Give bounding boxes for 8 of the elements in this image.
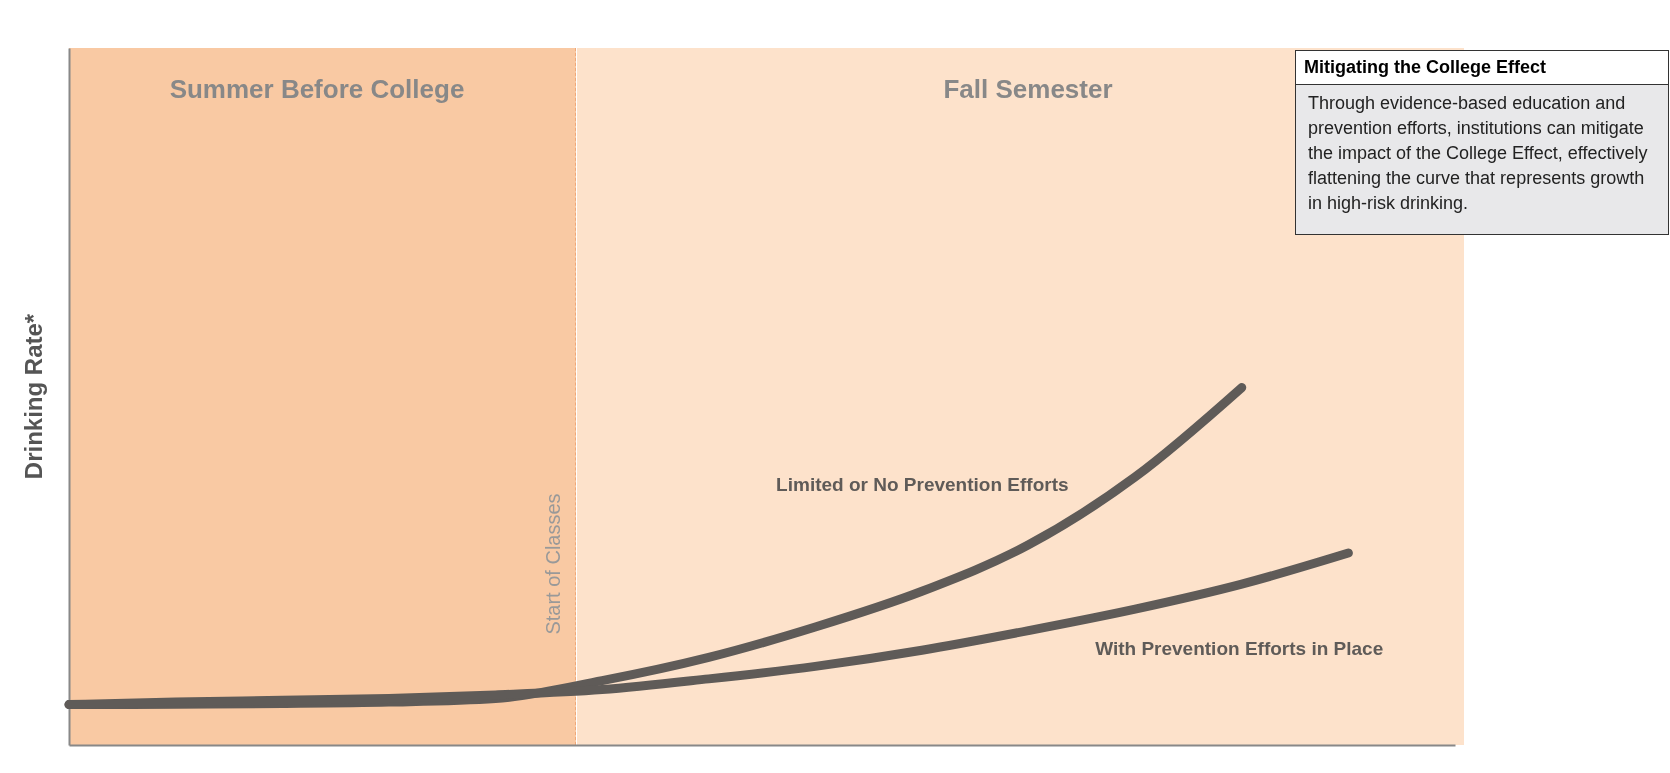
text: Mitigating the College Effect [1296,51,1668,85]
series-label: Limited or No Prevention Efforts [776,473,1069,495]
text: Fall Semester [943,74,1113,104]
text: Through evidence-based education and prevention efforts, institutions can mitigate the impact of the College Effect, effectively flattening the curve that represents growth in high-risk drinking. [1307,92,1649,215]
annotation: Start of Classes [542,493,564,635]
text: Summer Before College [169,74,465,104]
y-axis-title: Drinking Rate* [20,313,47,480]
series-label: With Prevention Efforts in Place [1095,638,1384,660]
